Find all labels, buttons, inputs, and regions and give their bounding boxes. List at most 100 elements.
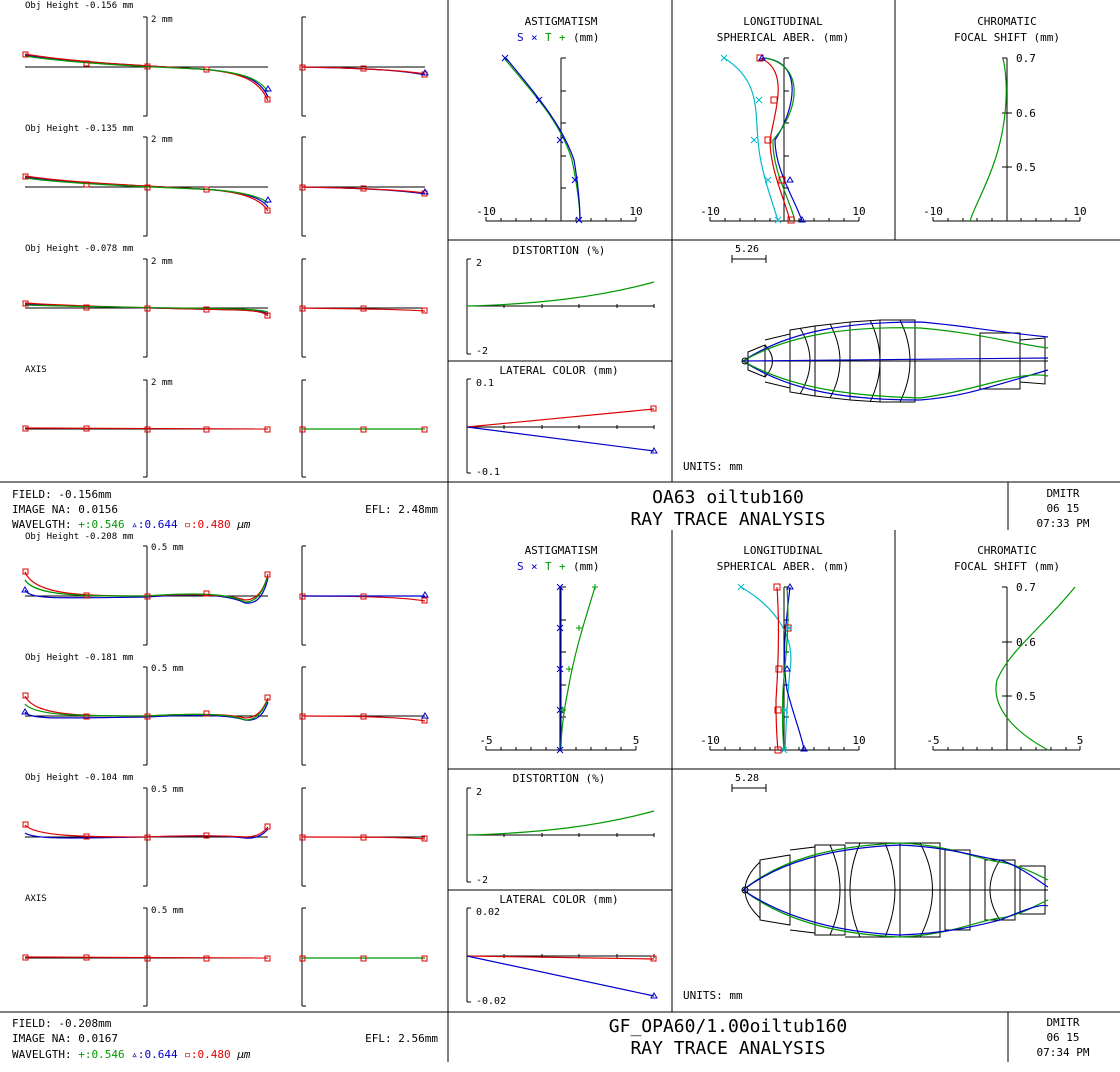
astig-max-label: 10	[629, 205, 642, 218]
footer-title-1: OA63 oiltub160	[652, 487, 804, 508]
chrom-focal-shift-curve	[969, 57, 1007, 222]
astig-min-label: -10	[476, 205, 496, 218]
astig2-t-label: T	[545, 560, 552, 573]
astigmatism-plot-1: ASTIGMATISM S × T + (mm) -10 10	[476, 15, 643, 224]
long-title-1: LONGITUDINAL	[743, 15, 823, 28]
footer-wl-unit-1: µm	[236, 518, 251, 531]
chrom-tick-05: 0.5	[1016, 161, 1036, 174]
chromatic-focal-shift-plot-1: CHROMATIC FOCAL SHIFT (mm) 0.7 0.6 0.5 -…	[923, 15, 1087, 222]
fan-row-2-sagittal-red	[301, 186, 426, 194]
dist-title-1: DISTORTION (%)	[513, 244, 606, 257]
long2-title-1: LONGITUDINAL	[743, 544, 823, 557]
astig-tangential-curve	[503, 57, 581, 222]
layout2-ray-blue-lower	[742, 889, 1049, 936]
chrom2-focal-shift-curve	[995, 586, 1076, 751]
long2-cyan-curve	[740, 586, 792, 751]
fan2-row-4-scale: 0.5 mm	[151, 906, 184, 916]
fan-row-3-tangential-red	[24, 302, 269, 317]
footer-field-1: FIELD: -0.156mm	[12, 488, 112, 501]
lateral-color-plot-1: LATERAL COLOR (mm) 0.1 -0.1	[466, 364, 658, 478]
chrom-title-2: FOCAL SHIFT (mm)	[954, 31, 1060, 44]
footer-subtitle-2: RAY TRACE ANALYSIS	[630, 1038, 825, 1059]
lat-title-1: LATERAL COLOR (mm)	[499, 364, 618, 377]
lateral2-red-line	[466, 955, 655, 960]
astig-s-label: S	[517, 31, 524, 44]
fan2-row-4-label: AXIS	[25, 894, 47, 904]
lat-top-label: 0.1	[476, 378, 494, 389]
chrom2-tick-05: 0.5	[1016, 690, 1036, 703]
chrom2-max-label: 5	[1077, 734, 1084, 747]
footer-wl-blue-2: ▵:0.644	[131, 1048, 178, 1061]
report-panel-2: Obj Height -0.208 mm 0.5 mm Obj Height -…	[0, 530, 1120, 1062]
astig2-title: ASTIGMATISM	[525, 544, 598, 557]
long-green-curve	[764, 57, 796, 222]
fan-row-3-tangential-green	[24, 304, 269, 313]
layout-ray-blue-lower	[742, 360, 1049, 401]
layout2-units: UNITS: mm	[683, 989, 743, 1002]
fan-row-3-label: Obj Height -0.078 mm	[25, 244, 133, 254]
longitudinal-plot-2: LONGITUDINAL SPHERICAL ABER. (mm) -10 10	[700, 544, 866, 754]
layout2-scale-label: 5.28	[735, 773, 759, 784]
layout-scale-label-1: 5.26	[735, 244, 759, 255]
fan2-row-3-sag-red	[301, 836, 426, 840]
fan-row-1-label: Obj Height -0.156 mm	[25, 1, 133, 11]
distortion-curve	[466, 281, 655, 307]
astig-unit-label: (mm)	[573, 31, 600, 44]
footer-wl-red-2: ▫:0.480	[184, 1048, 230, 1061]
astig2-plus-label: +	[559, 560, 566, 573]
fan2-row-4-red	[24, 956, 269, 959]
long2-min-label: -10	[700, 734, 720, 747]
layout-units-1: UNITS: mm	[683, 460, 743, 473]
fan-row-1-tangential-green	[24, 55, 269, 93]
fan-row-2-scale: 2 mm	[151, 135, 173, 145]
astigmatism-plot-2: ASTIGMATISM S × T + (mm) -5 5	[479, 544, 640, 754]
footer-wl-red-1: ▫:0.480	[184, 518, 230, 531]
footer-wl-green-1: +:0.546	[78, 518, 124, 531]
triangle-marker-set	[264, 69, 429, 203]
chrom2-tick-07: 0.7	[1016, 581, 1036, 594]
footer-time-2: 07:34 PM	[1037, 1046, 1090, 1059]
chromatic-focal-shift-plot-2: CHROMATIC FOCAL SHIFT (mm) 0.7 0.6 0.5 -…	[926, 544, 1084, 751]
lat2-bot-label: -0.02	[476, 996, 506, 1007]
footer-author-2: DMITR	[1046, 1016, 1079, 1029]
long2-blue-curve	[783, 586, 805, 751]
x-marker-set	[501, 54, 583, 224]
footer-na-2: IMAGE NA: 0.0167	[12, 1032, 118, 1045]
dist-top-label: 2	[476, 258, 482, 269]
layout-ray-green-upper	[742, 327, 1049, 362]
layout-ray-green-lower	[742, 360, 1049, 399]
footer-wavelength-1: WAVELGTH: +:0.546 ▵:0.644 ▫:0.480 µm	[12, 518, 251, 531]
footer-1: FIELD: -0.156mm IMAGE NA: 0.0156 EFL: 2.…	[12, 487, 1090, 531]
footer-field-2: FIELD: -0.208mm	[12, 1017, 112, 1030]
long-max-label: 10	[852, 205, 865, 218]
fan-row-3-scale: 2 mm	[151, 257, 173, 267]
long2-red-curve	[775, 586, 780, 751]
lat2-title: LATERAL COLOR (mm)	[499, 893, 618, 906]
footer-na-1: IMAGE NA: 0.0156	[12, 503, 118, 516]
layout-ray-blue-upper	[742, 321, 1049, 362]
long-cyan-curve	[723, 57, 779, 222]
layout2-ray-green-lower	[742, 889, 1049, 938]
lens-elements-2	[742, 842, 1048, 938]
fan-row-4-label: AXIS	[25, 365, 47, 375]
fan2-row-2-sag-red	[301, 715, 426, 722]
lateral-color-red-line	[466, 408, 655, 428]
astig2-max-label: 5	[633, 734, 640, 747]
footer-wl-label-1: WAVELGTH:	[12, 518, 72, 531]
fan-row-1-scale: 2 mm	[151, 15, 173, 25]
chrom-tick-06: 0.6	[1016, 107, 1036, 120]
astig-t-label: T	[545, 31, 552, 44]
long2-max-label: 10	[852, 734, 865, 747]
chrom2-title-1: CHROMATIC	[977, 544, 1037, 557]
distortion-plot-1: DISTORTION (%) 2 -2	[466, 244, 655, 357]
chrom-max-label: 10	[1073, 205, 1086, 218]
footer-date-2: 06 15	[1046, 1031, 1079, 1044]
dist2-top-label: 2	[476, 787, 482, 798]
astig2-x-label: ×	[531, 560, 538, 573]
fan2-row-1-green	[24, 575, 269, 603]
chrom-title-1: CHROMATIC	[977, 15, 1037, 28]
long2-green-curve	[781, 586, 789, 751]
fan2-row-3-label: Obj Height -0.104 mm	[25, 773, 133, 783]
astig-sagittal-curve	[505, 57, 581, 222]
